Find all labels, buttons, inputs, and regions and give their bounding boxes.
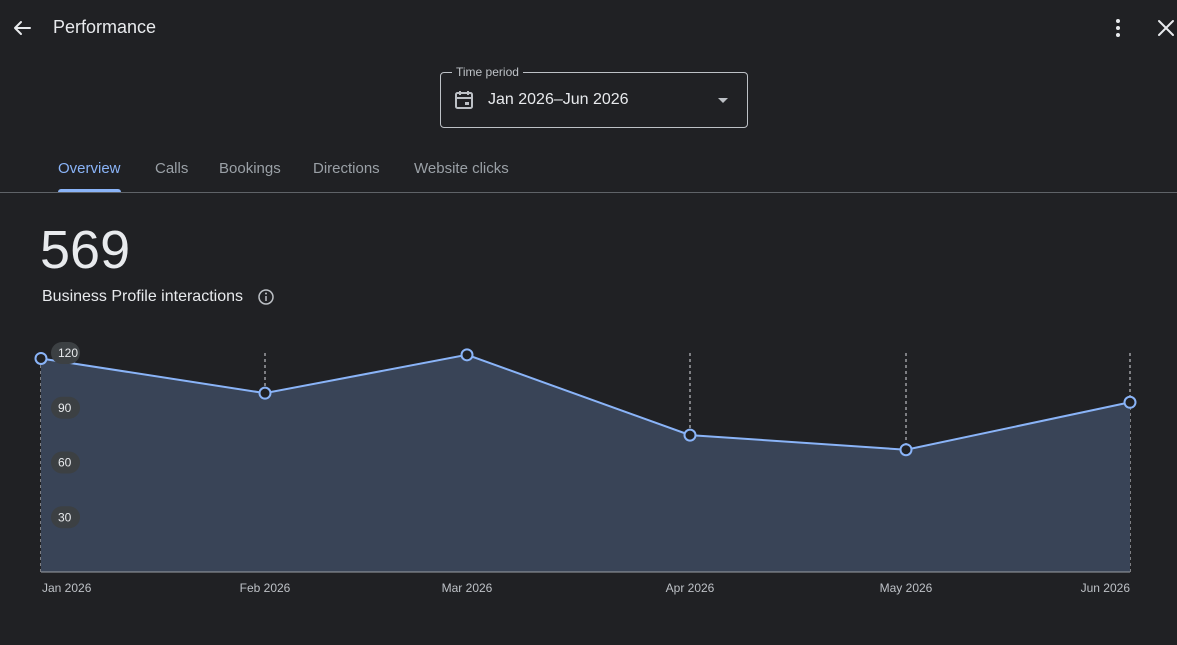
more-vert-icon[interactable] [1106, 14, 1130, 42]
x-tick-label: Jun 2026 [1081, 581, 1131, 595]
tab-website-clicks[interactable]: Website clicks [414, 160, 509, 177]
data-point-1[interactable] [258, 386, 272, 400]
interactions-chart: 30 60 90 120 Jan 2026 Feb 2026 Mar 2026 Apr 20… [34, 342, 1137, 595]
header: Performance [0, 0, 1177, 56]
arrow-back-icon[interactable] [8, 14, 36, 42]
y-tick-label: 30 [58, 510, 72, 524]
x-tick-label: Jan 2026 [42, 581, 92, 595]
y-axis-ticks: 30 60 90 120 [51, 342, 80, 529]
data-point-2[interactable] [460, 348, 474, 362]
y-tick-120: 120 [51, 342, 80, 364]
time-period-label: Time period [452, 65, 523, 79]
y-tick-60: 60 [51, 451, 80, 474]
tab-bar: Overview Calls Bookings Directions Websi… [0, 150, 1177, 193]
data-point-3[interactable] [683, 428, 697, 442]
x-axis-ticks: Jan 2026 Feb 2026 Mar 2026 Apr 2026 May 2026… [42, 581, 1130, 595]
y-tick-pill [51, 506, 80, 529]
y-tick-90: 90 [51, 396, 80, 419]
tab-directions[interactable]: Directions [313, 160, 380, 177]
active-tab-indicator [58, 189, 121, 192]
y-tick-30: 30 [51, 506, 80, 529]
series-line [40, 353, 1131, 451]
data-point-4[interactable] [899, 443, 913, 457]
y-tick-label: 60 [58, 456, 72, 470]
close-icon[interactable] [1152, 14, 1177, 42]
x-tick-label: Apr 2026 [666, 581, 715, 595]
dropdown-caret-icon [718, 98, 728, 103]
y-tick-label: 90 [58, 401, 72, 415]
x-tick-label: May 2026 [880, 581, 933, 595]
time-period-select[interactable]: Time period Jan 2026–Jun 2026 [440, 65, 748, 128]
x-tick-label: Feb 2026 [240, 581, 291, 595]
tab-bookings[interactable]: Bookings [219, 160, 281, 177]
series-area [41, 354, 1130, 572]
time-period-value: Jan 2026–Jun 2026 [488, 91, 629, 108]
data-point-5[interactable] [1123, 395, 1137, 409]
y-tick-pill [51, 451, 80, 474]
data-point-0[interactable] [34, 351, 48, 365]
info-icon[interactable] [257, 288, 275, 306]
data-points [34, 348, 1137, 457]
y-tick-label: 120 [58, 346, 78, 360]
y-tick-pill [51, 342, 80, 364]
y-tick-pill [51, 396, 80, 419]
interactions-count: 569 [40, 220, 131, 280]
tab-calls[interactable]: Calls [155, 160, 189, 177]
tab-overview[interactable]: Overview [58, 160, 121, 177]
page-title: Performance [53, 17, 157, 37]
x-tick-label: Mar 2026 [442, 581, 493, 595]
interactions-label: Business Profile interactions [42, 288, 243, 305]
calendar-icon [455, 91, 473, 109]
